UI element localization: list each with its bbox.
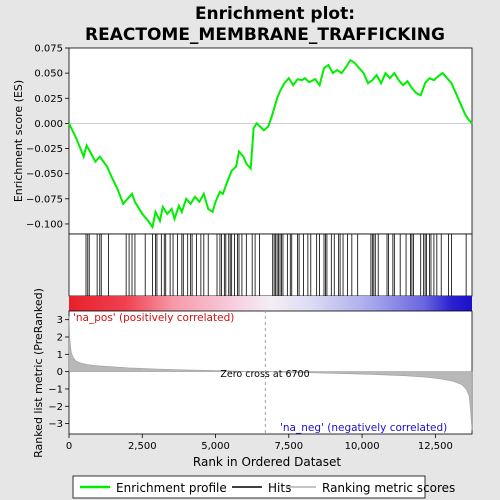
x-tick-label: 2,500 xyxy=(128,441,157,452)
metric-y-tick-label: 0 xyxy=(57,367,63,378)
es-y-tick-label: −0.100 xyxy=(26,219,63,230)
legend: Enrichment profile Hits Ranking metric s… xyxy=(72,475,455,499)
es-y-tick-label: 0.025 xyxy=(34,94,63,105)
zero-cross-label: Zero cross at 6700 xyxy=(220,369,309,380)
metric-y-axis-label: Ranked list metric (PreRanked) xyxy=(32,288,45,458)
es-y-tick-label: −0.025 xyxy=(26,144,63,155)
chart-title-line2: REACTOME_MEMBRANE_TRAFFICKING xyxy=(85,25,445,45)
es-y-tick-label: −0.075 xyxy=(26,194,63,205)
es-panel-frame xyxy=(68,47,473,235)
x-axis: 0 2,500 5,000 7,500 10,000 12,500 xyxy=(66,434,453,452)
enrichment-profile-line xyxy=(68,58,473,230)
x-tick-label: 12,500 xyxy=(418,441,453,452)
hits-panel xyxy=(68,233,473,297)
metric-y-tick-label: 1 xyxy=(57,350,63,361)
hit-marks xyxy=(85,234,467,296)
x-tick-label: 0 xyxy=(66,441,72,452)
rank-colorbar xyxy=(69,296,472,311)
metric-y-tick-label: −1 xyxy=(48,384,63,395)
es-y-axis-label: Enrichment score (ES) xyxy=(12,80,25,202)
metric-panel: −3 −2 −1 0 1 2 3 Zero cross at 6700 'na_pos' (… xyxy=(32,288,473,458)
metric-y-axis: −3 −2 −1 0 1 2 3 xyxy=(48,315,69,430)
es-y-tick-label: 0.000 xyxy=(34,119,63,130)
es-y-tick-label: 0.075 xyxy=(34,44,63,55)
legend-label-enrichment-profile: Enrichment profile xyxy=(116,481,227,495)
es-y-tick-label: −0.050 xyxy=(26,169,63,180)
legend-label-ranking-metric: Ranking metric scores xyxy=(322,481,455,495)
x-tick-label: 5,000 xyxy=(201,441,230,452)
colorbar-gradient xyxy=(69,296,472,311)
legend-label-hits: Hits xyxy=(268,481,291,495)
chart-title-line1: Enrichment plot: xyxy=(195,4,355,24)
metric-y-tick-label: 3 xyxy=(57,315,63,326)
x-tick-label: 7,500 xyxy=(274,441,303,452)
metric-y-tick-label: −2 xyxy=(48,402,63,413)
metric-y-tick-label: 2 xyxy=(57,332,63,343)
hits-panel-frame xyxy=(68,233,473,297)
x-tick-label: 10,000 xyxy=(345,441,380,452)
x-axis-label: Rank in Ordered Dataset xyxy=(193,455,341,469)
colorbar-pos-label: 'na_pos' (positively correlated) xyxy=(73,312,234,324)
es-y-axis: −0.100 −0.075 −0.050 −0.025 0.000 0.025 0.050 0… xyxy=(26,44,69,230)
es-y-tick-label: 0.050 xyxy=(34,69,63,80)
es-panel: −0.100 −0.075 −0.050 −0.025 0.000 0.025 0.050 0… xyxy=(12,44,473,235)
colorbar-neg-label: 'na_neg' (negatively correlated) xyxy=(280,422,447,434)
metric-y-tick-label: −3 xyxy=(48,419,63,430)
